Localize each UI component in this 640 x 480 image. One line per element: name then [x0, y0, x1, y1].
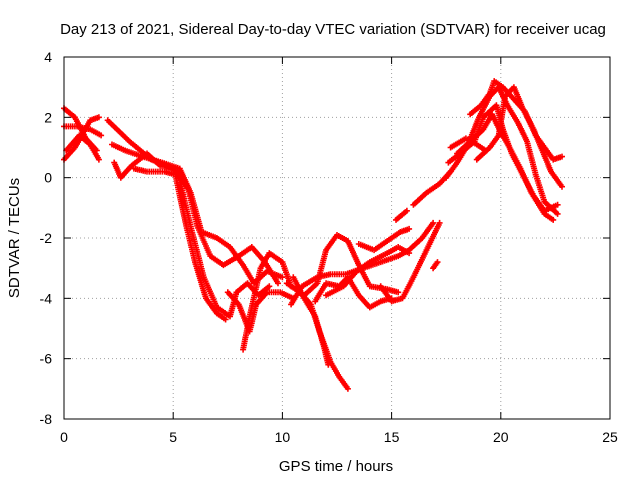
series-track-18 [377, 219, 443, 305]
x-axis-ticks: 0 5 10 15 20 25 [60, 57, 618, 445]
x-tick-label: 25 [602, 429, 618, 445]
y-tick-label: -8 [40, 411, 53, 427]
series-track-15 [312, 274, 395, 311]
series-track-12 [290, 274, 332, 368]
series-track-13 [288, 219, 437, 308]
y-tick-label: 4 [44, 49, 52, 65]
x-tick-label: 0 [60, 429, 68, 445]
x-tick-label: 20 [493, 429, 509, 445]
series-track-26 [473, 84, 565, 190]
x-tick-label: 5 [169, 429, 177, 445]
y-axis-label: SDTVAR / TECUs [6, 178, 23, 298]
series-track-8 [130, 165, 229, 323]
y-tick-label: -2 [40, 230, 53, 246]
y-tick-label: 0 [44, 170, 52, 186]
series-track-21 [430, 259, 441, 272]
series-track-10 [240, 250, 295, 353]
x-axis-label: GPS time / hours [279, 458, 393, 475]
series-track-7 [111, 150, 273, 320]
series-track-16 [323, 244, 413, 299]
x-tick-label: 10 [275, 429, 291, 445]
y-axis-ticks: -8 -6 -4 -2 0 2 4 [40, 49, 610, 427]
series-track-19 [393, 207, 410, 223]
series-track-4 [63, 132, 102, 163]
x-tick-label: 15 [384, 429, 400, 445]
y-tick-label: -4 [40, 290, 53, 306]
y-tick-label: -6 [40, 351, 53, 367]
y-tick-label: 2 [44, 109, 52, 125]
series-track-17 [355, 225, 413, 254]
data-series [61, 78, 565, 392]
series-track-27 [447, 135, 489, 154]
chart-title: Day 213 of 2021, Sidereal Day-to-day VTE… [60, 21, 606, 38]
